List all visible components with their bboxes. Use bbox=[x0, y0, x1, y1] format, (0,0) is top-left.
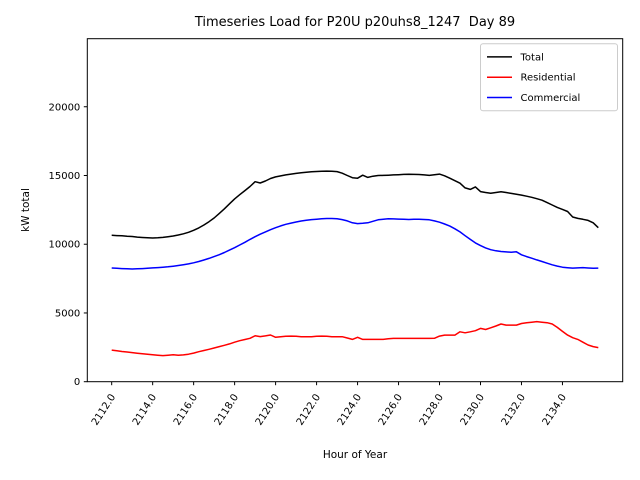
legend: Total Residential Commercial bbox=[480, 43, 618, 112]
series-lines bbox=[111, 170, 599, 357]
x-tick-label: 2126.0 bbox=[377, 392, 405, 427]
x-tick-label: 2130.0 bbox=[459, 392, 487, 427]
x-axis-label: Hour of Year bbox=[323, 449, 388, 461]
x-tick-label: 2112.0 bbox=[90, 392, 118, 427]
series-line-residential bbox=[111, 320, 599, 357]
y-tick-label: 15000 bbox=[48, 171, 80, 182]
x-tick-label: 2116.0 bbox=[172, 392, 200, 427]
x-tick-label: 2120.0 bbox=[254, 392, 282, 427]
y-axis: 0 5000 10000 15000 20000 bbox=[48, 102, 88, 388]
x-tick-label: 2124.0 bbox=[336, 392, 364, 427]
x-tick-label: 2128.0 bbox=[418, 392, 446, 427]
legend-label-total: Total bbox=[520, 52, 544, 63]
y-tick-label: 5000 bbox=[55, 308, 80, 319]
series-line-commercial bbox=[111, 217, 599, 270]
x-tick-label: 2134.0 bbox=[541, 392, 569, 427]
y-tick-label: 0 bbox=[74, 377, 80, 388]
legend-label-commercial: Commercial bbox=[521, 93, 581, 104]
axes-spines bbox=[86, 38, 624, 383]
chart-title: Timeseries Load for P20U p20uhs8_1247 Da… bbox=[194, 15, 515, 30]
x-tick-label: 2122.0 bbox=[295, 392, 323, 427]
y-tick-label: 10000 bbox=[48, 240, 80, 251]
y-axis-label: kW total bbox=[20, 188, 32, 232]
y-tick-label: 20000 bbox=[48, 102, 80, 113]
x-tick-label: 2118.0 bbox=[213, 392, 241, 427]
plot-frame bbox=[86, 38, 624, 383]
x-tick-label: 2114.0 bbox=[131, 392, 159, 427]
legend-box bbox=[480, 43, 618, 112]
x-tick-label: 2132.0 bbox=[500, 392, 528, 427]
x-axis: 2112.0 2114.0 2116.0 2118.0 2120.0 2122.0 2124… bbox=[90, 381, 569, 428]
series-line-total bbox=[111, 170, 599, 239]
legend-label-residential: Residential bbox=[521, 73, 576, 84]
